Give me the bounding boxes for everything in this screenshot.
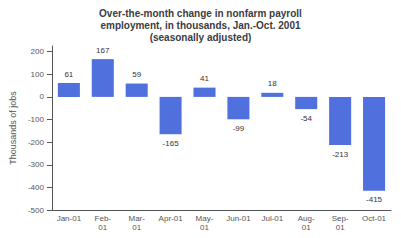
svg-text:Jan-01: Jan-01: [57, 214, 82, 223]
svg-text:01: 01: [132, 223, 141, 232]
svg-text:01: 01: [336, 223, 345, 232]
svg-text:0: 0: [39, 92, 44, 101]
svg-text:200: 200: [31, 47, 45, 56]
svg-text:Oct-01: Oct-01: [362, 214, 387, 223]
svg-text:Aug-: Aug-: [298, 214, 315, 223]
svg-text:Jul-01: Jul-01: [261, 214, 283, 223]
svg-text:-200: -200: [28, 138, 45, 147]
svg-text:Sep-: Sep-: [332, 214, 349, 223]
svg-text:Thousands of jobs: Thousands of jobs: [8, 91, 18, 165]
svg-text:Mar-: Mar-: [128, 214, 145, 223]
svg-text:01: 01: [200, 223, 209, 232]
svg-text:167: 167: [96, 46, 110, 55]
svg-text:-165: -165: [163, 139, 180, 148]
svg-text:May-: May-: [196, 214, 214, 223]
svg-text:01: 01: [98, 223, 107, 232]
svg-text:-500: -500: [28, 206, 45, 215]
svg-text:-213: -213: [332, 150, 349, 159]
svg-text:Over-the-month change in nonfa: Over-the-month change in nonfarm payroll: [99, 8, 302, 19]
svg-text:01: 01: [302, 223, 311, 232]
svg-text:Feb-: Feb-: [95, 214, 112, 223]
svg-text:-99: -99: [233, 124, 245, 133]
svg-text:Apr-01: Apr-01: [159, 214, 184, 223]
svg-text:Jun-01: Jun-01: [226, 214, 251, 223]
svg-text:-100: -100: [28, 115, 45, 124]
svg-text:18: 18: [268, 79, 277, 88]
svg-text:-400: -400: [28, 183, 45, 192]
svg-text:(seasonally adjusted): (seasonally adjusted): [150, 32, 252, 43]
svg-text:-415: -415: [366, 195, 383, 204]
svg-text:-300: -300: [28, 160, 45, 169]
svg-text:-54: -54: [300, 114, 312, 123]
svg-text:employment, in thousands, Jan.: employment, in thousands, Jan.-Oct. 2001: [100, 20, 300, 31]
svg-text:61: 61: [64, 70, 73, 79]
svg-text:100: 100: [31, 70, 45, 79]
svg-text:59: 59: [132, 70, 141, 79]
svg-text:41: 41: [200, 74, 209, 83]
